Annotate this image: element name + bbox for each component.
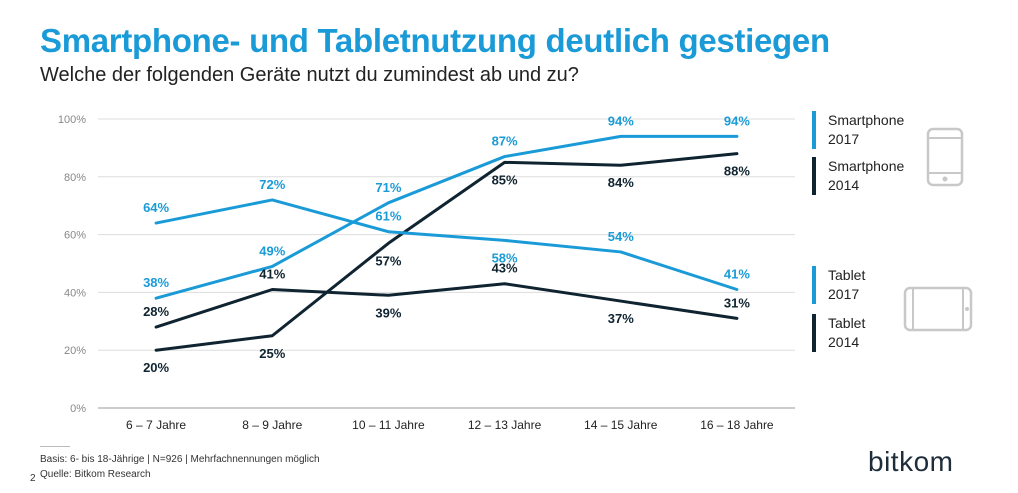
- series-line-tablet-2017: [154, 198, 739, 292]
- x-tick-label: 16 – 18 Jahre: [700, 418, 774, 432]
- data-label: 85%: [492, 172, 518, 187]
- legend-label: Smartphone: [828, 112, 905, 128]
- y-tick-label: 100%: [58, 114, 86, 126]
- data-label: 54%: [608, 229, 634, 244]
- data-label: 38%: [143, 275, 169, 290]
- x-tick-label: 6 – 7 Jahre: [126, 418, 186, 432]
- legend-swatch: [812, 157, 816, 195]
- y-tick-label: 20%: [64, 345, 86, 357]
- footnote-source: Quelle: Bitkom Research: [40, 469, 151, 480]
- y-tick-label: 40%: [64, 287, 86, 299]
- bitkom-logo: bitkom: [868, 446, 954, 477]
- y-tick-label: 80%: [64, 172, 86, 184]
- series-line-smartphone-2014: [154, 152, 739, 352]
- data-label: 37%: [608, 311, 634, 326]
- series-line-tablet-2014: [154, 282, 739, 329]
- data-label: 41%: [724, 267, 750, 282]
- tablet-icon: [903, 286, 973, 332]
- series-lines: [154, 134, 739, 352]
- legend-year: 2014: [828, 177, 860, 193]
- y-tick-label: 0%: [70, 403, 86, 415]
- data-label: 39%: [375, 305, 401, 320]
- grid: [98, 118, 795, 409]
- legend-year: 2017: [828, 131, 860, 147]
- data-label: 87%: [492, 134, 518, 149]
- data-label: 41%: [259, 267, 285, 282]
- data-label: 94%: [608, 113, 634, 128]
- data-label: 25%: [259, 346, 285, 361]
- data-label: 43%: [492, 261, 518, 276]
- chart-subtitle: Welche der folgenden Geräte nutzt du zum…: [40, 64, 579, 86]
- x-tick-label: 8 – 9 Jahre: [242, 418, 302, 432]
- page-number: 2: [30, 473, 36, 484]
- data-label: 72%: [259, 177, 285, 192]
- data-label: 71%: [375, 180, 401, 195]
- data-label: 58%: [492, 250, 518, 265]
- data-label: 61%: [375, 209, 401, 224]
- legend-swatch: [812, 266, 816, 304]
- data-label: 94%: [724, 113, 750, 128]
- legend-swatch: [812, 111, 816, 149]
- legend-label: Smartphone: [828, 158, 905, 174]
- data-label: 49%: [259, 243, 285, 258]
- data-label: 20%: [143, 360, 169, 375]
- legend-year: 2014: [828, 334, 860, 350]
- legend-label: Tablet: [828, 267, 866, 283]
- axes: 0% 20% 40% 60% 80% 100% 6 – 7 Jahre 8 – 9 Jahre…: [58, 114, 774, 432]
- data-label: 57%: [375, 253, 401, 268]
- legend-year: 2017: [828, 286, 860, 302]
- series-line-smartphone-2017: [154, 134, 739, 300]
- x-tick-label: 10 – 11 Jahre: [352, 418, 425, 432]
- data-label: 31%: [724, 295, 750, 310]
- chart-title: Smartphone- und Tabletnutzung deutlich g…: [40, 22, 830, 59]
- data-label: 28%: [143, 304, 169, 319]
- data-label: 64%: [143, 200, 169, 215]
- x-tick-label: 12 – 13 Jahre: [468, 418, 542, 432]
- legend-swatch: [812, 314, 816, 352]
- footnote-basis: Basis: 6- bis 18-Jährige | N=926 | Mehrf…: [40, 454, 320, 465]
- data-label: 84%: [608, 175, 634, 190]
- y-tick-label: 60%: [64, 230, 86, 242]
- data-label: 88%: [724, 164, 750, 179]
- smartphone-icon: [926, 127, 964, 187]
- data-labels: 38% 49% 71% 87% 94% 94% 20% 25% 57% 85% 84% 88% 64% 7…: [143, 113, 750, 375]
- x-tick-label: 14 – 15 Jahre: [584, 418, 658, 432]
- legend-label: Tablet: [828, 315, 866, 331]
- footnote-divider: [40, 446, 70, 447]
